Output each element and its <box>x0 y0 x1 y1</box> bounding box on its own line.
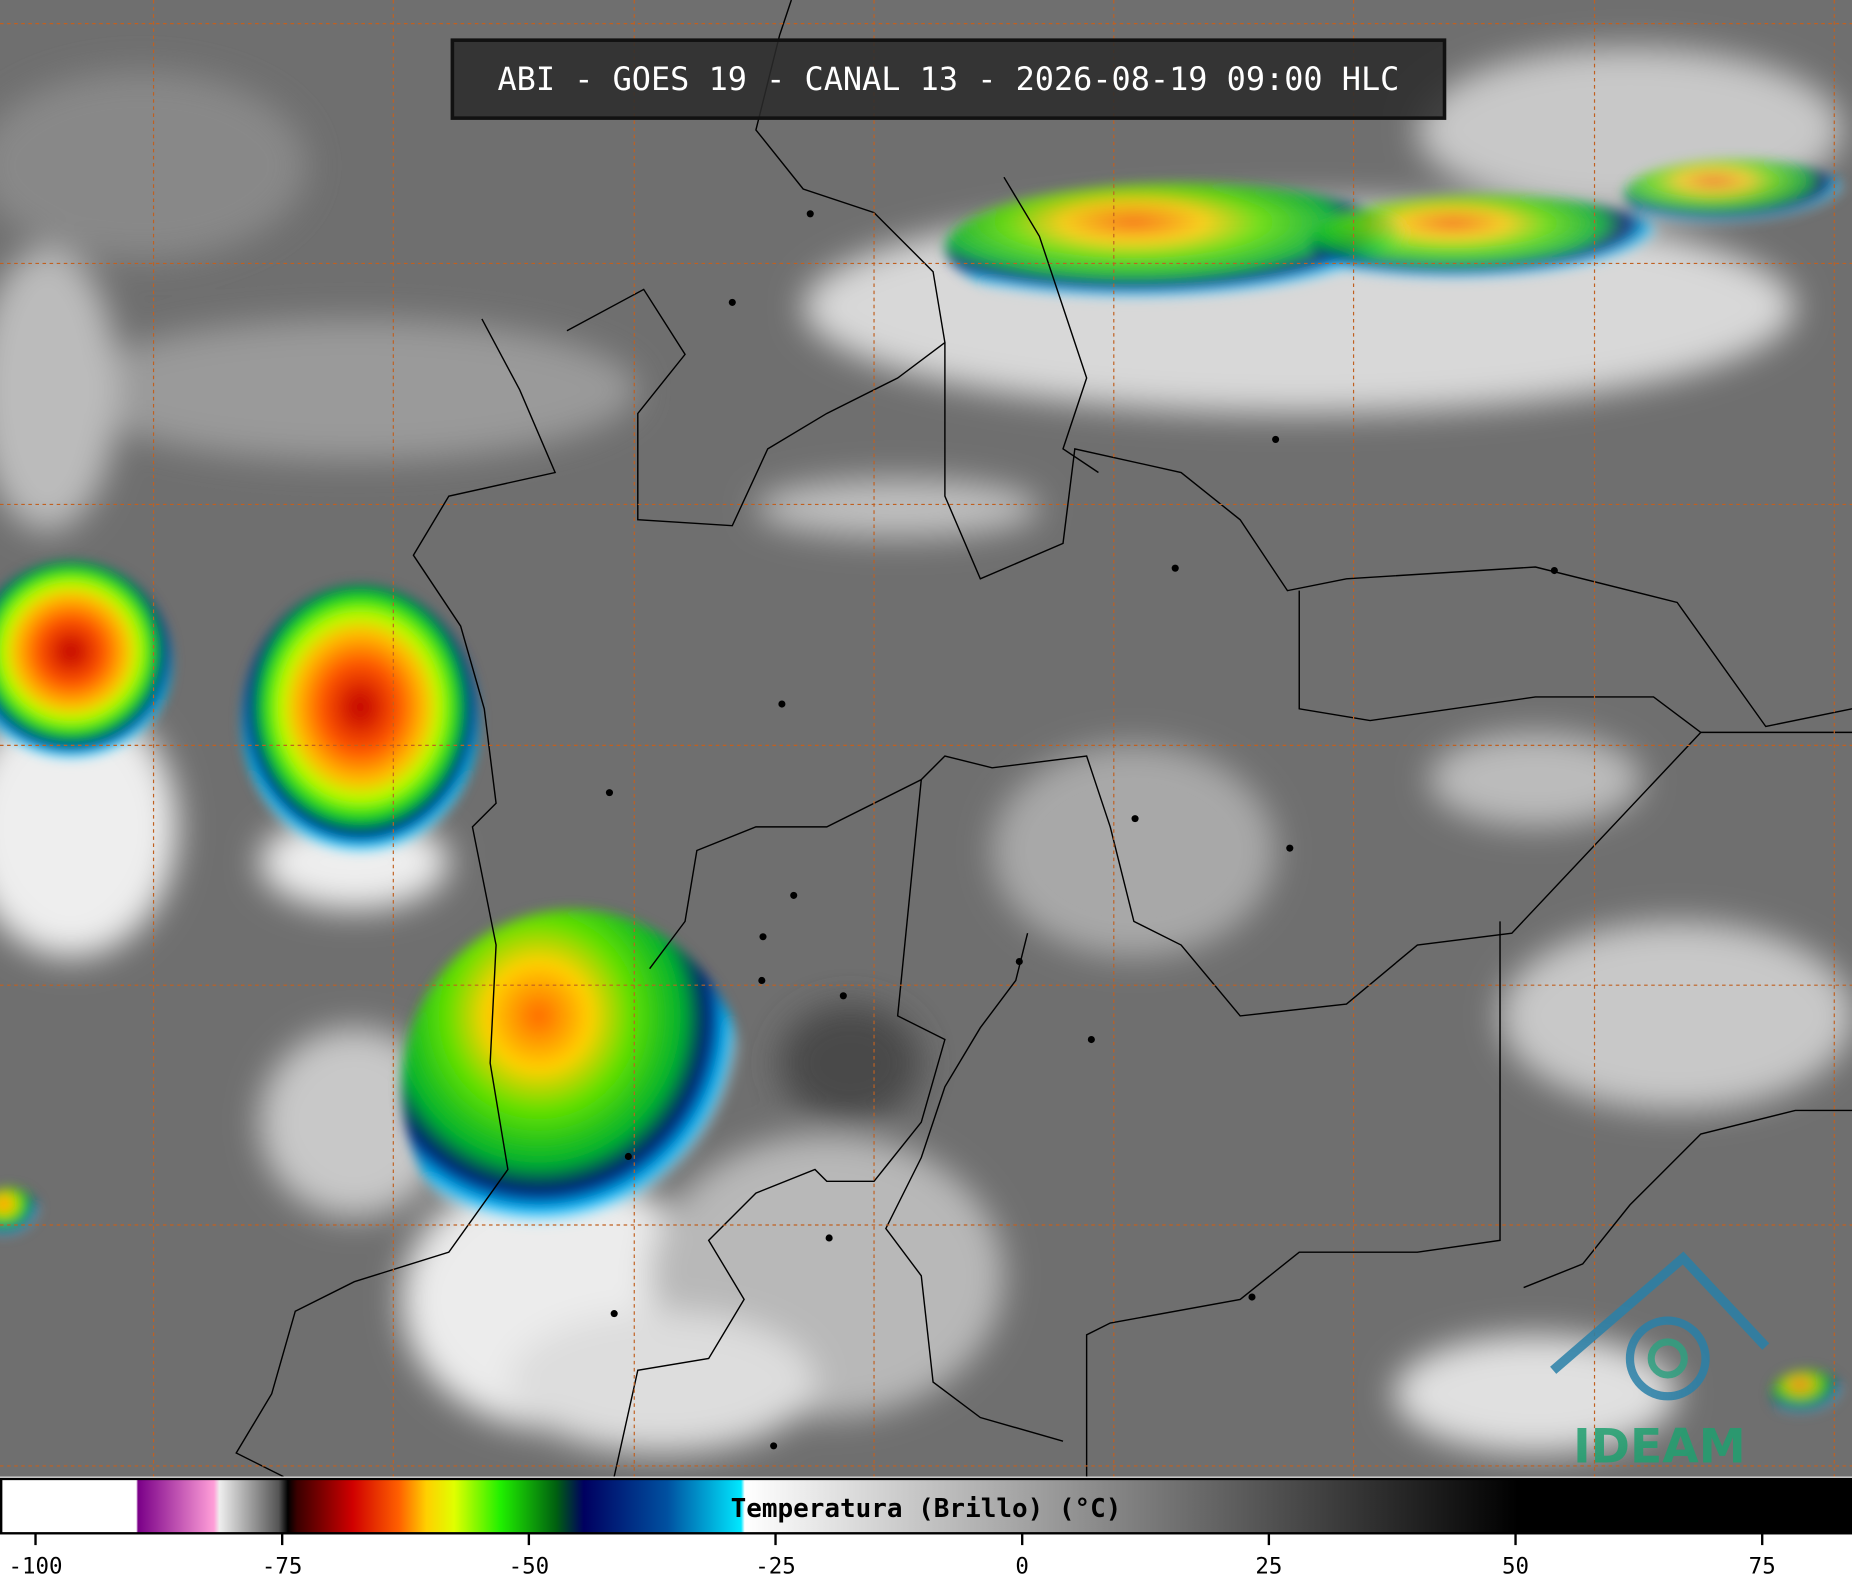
tick-label: -75 <box>262 1553 303 1577</box>
graticule <box>0 0 1852 1477</box>
title: ABI - GOES 19 - CANAL 13 - 2026-08-19 09… <box>497 60 1399 98</box>
tick-label: 0 <box>1015 1553 1029 1577</box>
convective-cells <box>0 159 1849 1418</box>
colorbar-ticks: -100 -75 -50 -25 0 25 50 75 <box>8 1533 1776 1577</box>
tick-label: -25 <box>755 1553 796 1577</box>
tick-label: 50 <box>1502 1553 1529 1577</box>
political-borders <box>235 0 1852 1478</box>
colorbar-label: Temperatura (Brillo) (°C) <box>731 1494 1122 1524</box>
colorbar <box>0 1477 1852 1535</box>
tick-label: -50 <box>509 1553 550 1577</box>
title-box: ABI - GOES 19 - CANAL 13 - 2026-08-19 09… <box>450 38 1447 120</box>
tick-label: 25 <box>1255 1553 1282 1577</box>
tick-label: 75 <box>1749 1553 1776 1577</box>
logo: IDEAM <box>1550 1251 1770 1474</box>
tick-label: -100 <box>8 1553 62 1577</box>
logo-text: IDEAM <box>1573 1419 1746 1474</box>
city-markers <box>605 210 1558 1450</box>
